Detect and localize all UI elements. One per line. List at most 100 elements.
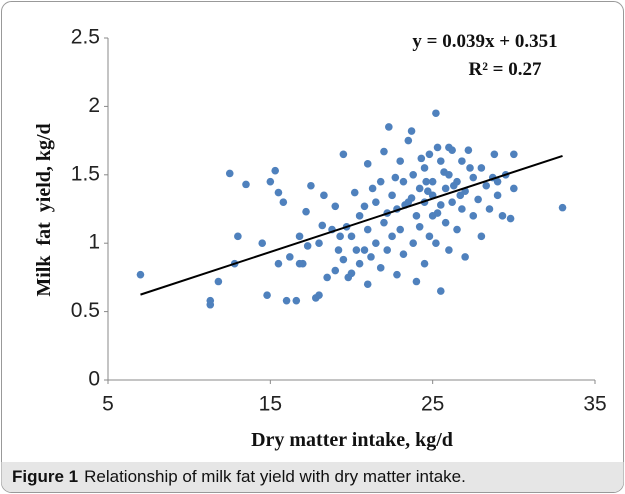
point bbox=[295, 259, 304, 268]
x-tick-label: 25 bbox=[421, 393, 444, 416]
point bbox=[425, 232, 434, 241]
point bbox=[428, 177, 437, 186]
y-tick-label: 1 bbox=[88, 231, 100, 254]
point bbox=[510, 150, 518, 159]
point bbox=[477, 232, 486, 241]
point bbox=[385, 123, 393, 131]
point bbox=[415, 184, 424, 193]
point bbox=[295, 232, 304, 241]
point bbox=[279, 198, 288, 206]
point bbox=[432, 239, 440, 247]
point bbox=[498, 212, 507, 220]
y-tick-label: 0 bbox=[88, 368, 100, 391]
point bbox=[482, 181, 491, 190]
x-axis-label: Dry matter intake, kg/d bbox=[251, 429, 453, 451]
y-tick-label: 2.5 bbox=[71, 26, 100, 49]
x-tick-label: 35 bbox=[583, 393, 606, 416]
point bbox=[331, 266, 340, 275]
point bbox=[318, 221, 327, 230]
caption: Figure 1 Relationship of milk fat yield w… bbox=[12, 467, 466, 486]
r-squared: R² = 0.27 bbox=[469, 59, 542, 80]
point bbox=[425, 150, 434, 159]
point bbox=[323, 273, 331, 282]
point bbox=[415, 222, 424, 231]
y-axis-label: Milk fat yield, kg/d bbox=[33, 123, 55, 296]
point bbox=[464, 146, 473, 154]
point bbox=[258, 239, 267, 247]
point bbox=[432, 109, 440, 118]
point bbox=[339, 255, 348, 264]
point bbox=[363, 160, 372, 168]
point bbox=[263, 291, 271, 299]
point bbox=[448, 146, 456, 154]
point bbox=[242, 180, 250, 189]
point bbox=[485, 205, 494, 213]
point bbox=[436, 287, 445, 295]
point bbox=[352, 246, 361, 254]
point bbox=[391, 173, 400, 182]
point bbox=[458, 157, 466, 165]
caption-band bbox=[1, 462, 624, 492]
point bbox=[363, 225, 372, 234]
point bbox=[404, 136, 413, 145]
point bbox=[409, 171, 417, 179]
point bbox=[445, 246, 453, 254]
point bbox=[393, 270, 401, 279]
point bbox=[320, 191, 328, 200]
point bbox=[355, 212, 364, 220]
point bbox=[436, 157, 445, 165]
point bbox=[376, 264, 385, 272]
point bbox=[399, 177, 408, 186]
y-tick-label: 1.5 bbox=[71, 162, 100, 185]
x-tick-label: 5 bbox=[102, 393, 114, 416]
point bbox=[407, 194, 416, 202]
point bbox=[396, 157, 405, 165]
point bbox=[407, 127, 416, 135]
point bbox=[433, 209, 442, 217]
point bbox=[367, 253, 375, 261]
point bbox=[286, 253, 294, 261]
point bbox=[339, 150, 348, 159]
point bbox=[206, 296, 215, 305]
point bbox=[469, 212, 478, 220]
point bbox=[315, 239, 323, 247]
point bbox=[266, 177, 275, 186]
point bbox=[461, 253, 469, 261]
point bbox=[336, 232, 344, 241]
point bbox=[347, 232, 356, 241]
point bbox=[506, 214, 515, 223]
point bbox=[225, 169, 234, 178]
point bbox=[458, 205, 466, 213]
point bbox=[355, 259, 364, 268]
point bbox=[490, 150, 499, 159]
point bbox=[376, 177, 385, 186]
point bbox=[274, 188, 283, 197]
point bbox=[440, 168, 448, 176]
point bbox=[436, 201, 445, 209]
point bbox=[456, 191, 465, 200]
point bbox=[274, 259, 283, 268]
point bbox=[420, 164, 429, 172]
point bbox=[396, 225, 405, 234]
point bbox=[234, 232, 242, 241]
point bbox=[423, 187, 432, 196]
x-tick-label: 15 bbox=[259, 393, 282, 416]
point bbox=[388, 191, 396, 200]
point bbox=[372, 239, 380, 247]
point bbox=[331, 202, 340, 211]
point bbox=[449, 181, 458, 190]
point bbox=[417, 154, 426, 163]
point bbox=[380, 147, 388, 156]
point bbox=[282, 296, 291, 305]
point bbox=[350, 188, 359, 197]
point bbox=[360, 202, 369, 211]
point bbox=[448, 198, 456, 206]
point bbox=[307, 181, 315, 190]
equation: y = 0.039x + 0.351 bbox=[412, 31, 557, 52]
point bbox=[409, 239, 417, 247]
point bbox=[493, 191, 502, 200]
point bbox=[477, 164, 486, 172]
point bbox=[383, 246, 392, 254]
